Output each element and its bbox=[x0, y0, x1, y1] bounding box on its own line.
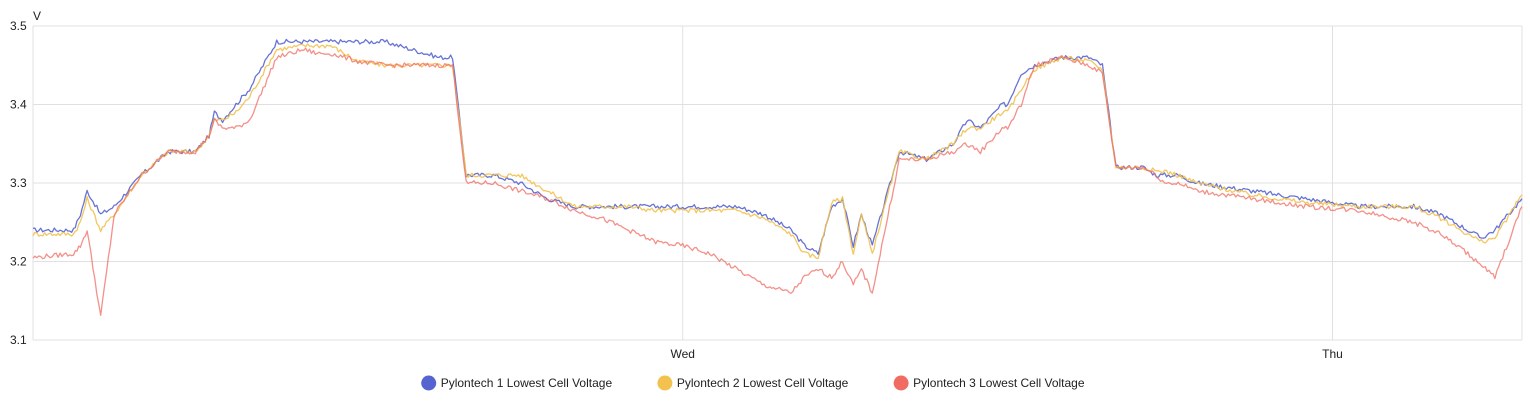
series-line-3 bbox=[32, 47, 1523, 316]
grid-layer bbox=[32, 25, 1523, 341]
y-tick-label: 3.4 bbox=[10, 98, 27, 112]
y-tick-label: 3.3 bbox=[10, 176, 27, 190]
y-tick-label: 3.5 bbox=[10, 19, 27, 33]
legend[interactable]: Pylontech 1 Lowest Cell Voltage Pylontech… bbox=[421, 375, 1085, 391]
legend-item-2[interactable]: Pylontech 2 Lowest Cell Voltage bbox=[657, 375, 849, 391]
legend-label: Pylontech 1 Lowest Cell Voltage bbox=[441, 376, 613, 390]
series-layer bbox=[32, 38, 1523, 316]
series-line-1 bbox=[32, 38, 1523, 255]
legend-swatch bbox=[893, 375, 909, 391]
axis-layer: V 3.1 3.2 3.3 3.4 3.5 Wed Thu bbox=[10, 9, 1343, 361]
legend-swatch bbox=[657, 375, 673, 391]
y-tick-label: 3.1 bbox=[10, 333, 27, 347]
y-axis-unit-label: V bbox=[33, 9, 41, 23]
legend-item-3[interactable]: Pylontech 3 Lowest Cell Voltage bbox=[893, 375, 1085, 391]
y-tick-label: 3.2 bbox=[10, 255, 27, 269]
legend-label: Pylontech 3 Lowest Cell Voltage bbox=[913, 376, 1085, 390]
legend-label: Pylontech 2 Lowest Cell Voltage bbox=[677, 376, 849, 390]
x-tick-label: Thu bbox=[1322, 347, 1343, 361]
x-tick-label: Wed bbox=[671, 347, 695, 361]
legend-item-1[interactable]: Pylontech 1 Lowest Cell Voltage bbox=[421, 375, 613, 391]
series-line-2 bbox=[32, 43, 1523, 260]
legend-swatch bbox=[421, 375, 437, 391]
